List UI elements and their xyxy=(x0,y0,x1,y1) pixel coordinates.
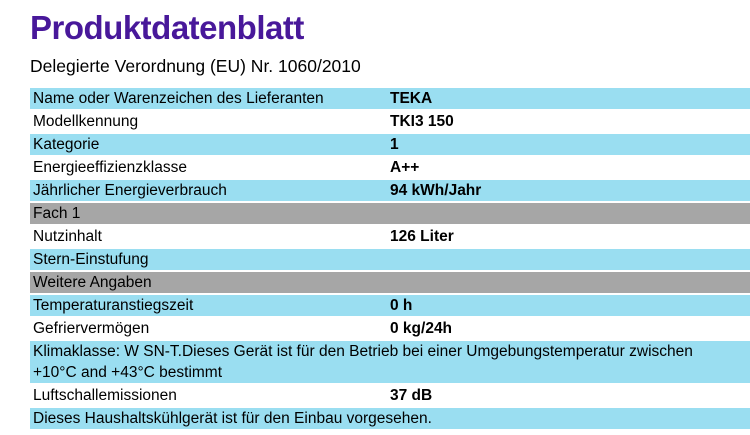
table-row: Jährlicher Energieverbrauch 94 kWh/Jahr xyxy=(30,180,750,201)
table-row: Dieses Haushaltskühlgerät ist für den Ei… xyxy=(30,408,750,429)
row-value: A++ xyxy=(390,159,420,176)
row-value: 94 kWh/Jahr xyxy=(390,182,482,199)
table-row: Energieeffizienzklasse A++ xyxy=(30,157,750,178)
row-label: Kategorie xyxy=(33,136,100,153)
row-label: Luftschallemissionen xyxy=(33,387,177,404)
row-label: Modellkennung xyxy=(33,113,139,130)
section-label: Weitere Angaben xyxy=(33,274,152,291)
section-label: Fach 1 xyxy=(33,205,81,222)
row-value: 126 Liter xyxy=(390,228,454,245)
row-value: 0 kg/24h xyxy=(390,320,453,337)
table-row: Kategorie 1 xyxy=(30,134,750,155)
row-label: Name oder Warenzeichen des Lieferanten xyxy=(33,90,324,107)
note-line: Klimaklasse: W SN-T.Dieses Gerät ist für… xyxy=(33,343,693,360)
row-label: Jährlicher Energieverbrauch xyxy=(33,182,227,199)
table-row: Stern-Einstufung xyxy=(30,249,750,270)
table-row: Temperaturanstiegszeit 0 h xyxy=(30,295,750,316)
table-section-row: Weitere Angaben xyxy=(30,272,750,293)
row-label: Energieeffizienzklasse xyxy=(33,159,187,176)
table-row: Luftschallemissionen 37 dB xyxy=(30,385,750,406)
regulation-subtitle: Delegierte Verordnung (EU) Nr. 1060/2010 xyxy=(30,56,361,76)
note-block: Dieses Haushaltskühlgerät ist für den Ei… xyxy=(30,408,432,429)
row-value: TKI3 150 xyxy=(390,113,454,130)
row-value: 37 dB xyxy=(390,387,433,404)
page-title: Produktdatenblatt xyxy=(30,9,304,46)
note-block: Klimaklasse: W SN-T.Dieses Gerät ist für… xyxy=(30,341,693,383)
row-value: 1 xyxy=(390,136,399,153)
table-row: Gefriervermögen 0 kg/24h xyxy=(30,318,750,339)
row-label: Stern-Einstufung xyxy=(33,251,149,268)
row-label: Gefriervermögen xyxy=(33,320,150,337)
table-row: Nutzinhalt 126 Liter xyxy=(30,226,750,247)
note-line: Dieses Haushaltskühlgerät ist für den Ei… xyxy=(33,410,432,427)
product-table: Name oder Warenzeichen des Lieferanten TE… xyxy=(30,88,750,429)
table-row: Modellkennung TKI3 150 xyxy=(30,111,750,132)
row-value: TEKA xyxy=(390,90,433,107)
note-line: +10°C and +43°C bestimmt xyxy=(33,364,223,381)
row-value: 0 h xyxy=(390,297,413,314)
table-section-row: Fach 1 xyxy=(30,203,750,224)
table-row: Klimaklasse: W SN-T.Dieses Gerät ist für… xyxy=(30,341,750,383)
row-label: Nutzinhalt xyxy=(33,228,102,245)
table-row: Name oder Warenzeichen des Lieferanten TE… xyxy=(30,88,750,109)
row-label: Temperaturanstiegszeit xyxy=(33,297,194,314)
